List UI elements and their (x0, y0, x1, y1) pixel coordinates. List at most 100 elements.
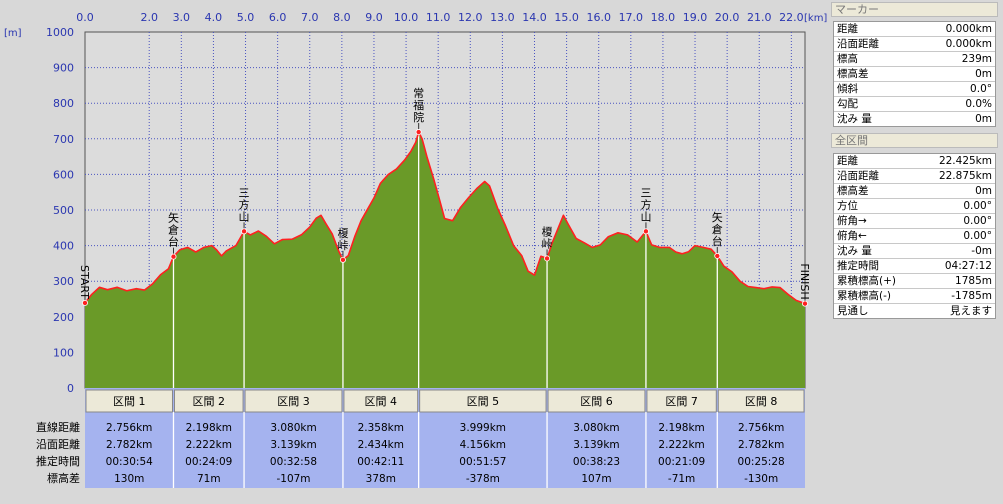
panel-row-value: 0.0° (970, 83, 992, 95)
marker-label-char: 矢 (712, 210, 723, 224)
y-tick-label: 600 (53, 168, 74, 181)
segment-value: -107m (276, 473, 310, 485)
panel-row-value: 0m (975, 113, 992, 125)
panel-row: 見通し 見えます (834, 304, 995, 318)
segment-header: 区間 4 (365, 395, 398, 408)
panel-row-label: 沈み 量 (837, 245, 872, 257)
x-tick-label: 5.0 (237, 11, 255, 24)
panel-row-label: 累積標高(-) (837, 290, 891, 302)
segment-value: -378m (466, 473, 500, 485)
marker-label-char: 山 (640, 210, 651, 223)
marker-label-char: 福 (413, 98, 424, 112)
waypoint-marker (415, 129, 422, 136)
x-tick-label: 18.0 (651, 11, 676, 24)
panel-row: 勾配 0.0% (834, 97, 995, 112)
y-tick-label: 1000 (46, 26, 74, 39)
marker-label-char: 三 (239, 186, 250, 199)
x-tick-label: 11.0 (426, 11, 451, 24)
marker-label: START (78, 265, 91, 299)
y-tick-label: 300 (53, 275, 74, 288)
segment-header-cell (419, 389, 547, 413)
table-row-label: 推定時間 (36, 454, 80, 468)
segment-value: 3.139km (573, 439, 619, 451)
segment-header-cell (547, 389, 646, 413)
y-tick-label: 200 (53, 311, 74, 324)
total-panel-title: 全区間 (831, 133, 998, 148)
marker-label-char: 榎 (337, 226, 348, 240)
marker-label-char: 矢 (168, 211, 179, 225)
waypoint-marker (339, 256, 346, 263)
segment-header: 区間 3 (277, 395, 310, 408)
segment-header: 区間 6 (580, 395, 613, 408)
panel-row-value: -0m (971, 245, 992, 257)
x-unit-label: [km] (804, 13, 827, 24)
marker-label-char: 台 (712, 234, 723, 248)
waypoint-marker (241, 228, 248, 235)
x-tick-label: 2.0 (140, 11, 158, 24)
marker-label-char: 方 (239, 197, 250, 211)
x-tick-label: 6.0 (269, 11, 287, 24)
segment-header-cell (343, 389, 419, 413)
x-tick-label: 15.0 (554, 11, 579, 24)
panel-row: 距離 22.425km (834, 154, 995, 169)
segment-value: 2.198km (658, 422, 704, 434)
table-row-label: 標高差 (47, 471, 80, 485)
y-tick-label: 500 (53, 204, 74, 217)
x-tick-label: 13.0 (490, 11, 515, 24)
panel-row-value: 22.875km (938, 170, 992, 182)
x-tick-label: 12.0 (458, 11, 483, 24)
y-tick-label: 100 (53, 346, 74, 359)
x-tick-label: 14.0 (522, 11, 547, 24)
panel-row: 俯角← 0.00° (834, 229, 995, 244)
segment-header: 区間 2 (193, 395, 226, 408)
segment-value: -130m (744, 473, 778, 485)
x-tick-label: 17.0 (619, 11, 644, 24)
segment-value: 378m (366, 473, 396, 485)
panel-row-label: 標高 (837, 53, 858, 65)
panel-row-label: 俯角← (837, 230, 867, 242)
marker-panel-title: マーカー (831, 2, 998, 17)
marker-label-char: 倉 (168, 223, 179, 237)
panel-row-value: 0.000km (945, 38, 992, 50)
panel-row-label: 距離 (837, 23, 858, 35)
x-tick-label: 10.0 (394, 11, 419, 24)
panel-row-label: 距離 (837, 155, 858, 167)
total-panel: 距離 22.425km 沿面距離 22.875km 標高差 0m 方位 0.00° 俯角→ 0.0… (833, 153, 996, 319)
y-tick-label: 900 (53, 62, 74, 75)
y-unit-label: [m] (4, 28, 22, 39)
panel-row: 沿面距離 0.000km (834, 37, 995, 52)
x-tick-label: 16.0 (586, 11, 611, 24)
x-tick-label: 19.0 (683, 11, 708, 24)
waypoint-marker (802, 300, 809, 307)
segment-value: 2.222km (186, 439, 232, 451)
segment-value: 2.782km (738, 439, 784, 451)
y-tick-label: 0 (67, 382, 74, 395)
x-tick-label: 0.0 (76, 11, 94, 24)
panel-row-label: 累積標高(+) (837, 275, 896, 287)
panel-row: 標高 239m (834, 52, 995, 67)
panel-row: 距離 0.000km (834, 22, 995, 37)
panel-row-label: 沿面距離 (837, 38, 879, 50)
segment-value: 3.999km (460, 422, 506, 434)
segment-value: 00:25:28 (738, 456, 785, 468)
x-tick-label: 3.0 (173, 11, 191, 24)
marker-label-char: 常 (413, 87, 424, 100)
segment-value: 2.756km (106, 422, 152, 434)
segment-value: 130m (114, 473, 144, 485)
marker-panel: 距離 0.000km 沿面距離 0.000km 標高 239m 標高差 0m 傾斜 0.0° 勾配 0… (833, 21, 996, 127)
y-tick-label: 400 (53, 240, 74, 253)
segment-value: 2.222km (658, 439, 704, 451)
segment-value: -71m (668, 473, 695, 485)
segment-value: 2.198km (186, 422, 232, 434)
segment-header-cell (717, 389, 805, 413)
panel-row-label: 見通し (837, 305, 869, 317)
x-tick-label: 8.0 (333, 11, 351, 24)
panel-row-label: 方位 (837, 200, 858, 212)
panel-row-value: 0m (975, 68, 992, 80)
segment-value: 2.434km (358, 439, 404, 451)
panel-row: 標高差 0m (834, 184, 995, 199)
panel-row: 沈み 量 -0m (834, 244, 995, 259)
segment-value: 00:30:54 (106, 456, 153, 468)
waypoint-marker (170, 253, 177, 260)
